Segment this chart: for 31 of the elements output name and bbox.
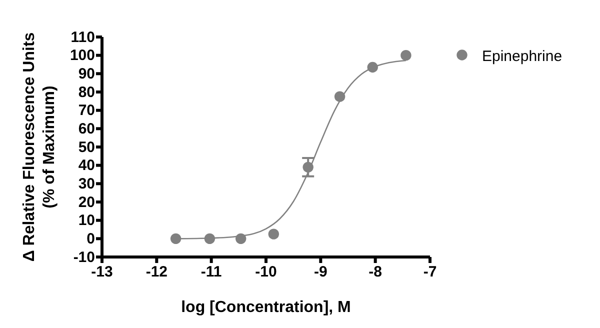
legend-label: Epinephrine xyxy=(482,48,562,65)
point xyxy=(400,50,412,61)
point xyxy=(268,228,280,240)
x-tick-label: -8 xyxy=(368,264,382,281)
y-tick-label: 110 xyxy=(70,28,95,46)
y-tick-label: 50 xyxy=(78,138,95,156)
y-tick-label: 10 xyxy=(78,212,95,230)
x-tick-label: -12 xyxy=(146,264,168,281)
y-tick-label: 30 xyxy=(78,175,95,192)
x-tick-label: -13 xyxy=(91,264,113,281)
y-tick-label: 0 xyxy=(86,230,95,248)
point xyxy=(204,233,216,244)
y-tick-label: 60 xyxy=(78,120,95,138)
point xyxy=(170,233,182,244)
y-tick-label: -10 xyxy=(73,248,95,266)
x-tick-label: -11 xyxy=(200,264,222,281)
y-tick-label: 20 xyxy=(78,194,95,211)
y-axis-title: Δ Relative Fluorescence Units (% of Maximum) xyxy=(21,32,58,262)
point xyxy=(236,233,246,244)
x-axis-title: log [Concentration], M xyxy=(181,299,351,316)
point xyxy=(302,162,314,173)
point xyxy=(334,91,346,102)
y-tick-label: 40 xyxy=(78,157,95,174)
x-tick-label: -9 xyxy=(314,264,328,281)
y-tick-label: 70 xyxy=(78,102,95,120)
x-tick-label: -10 xyxy=(255,264,277,281)
x-tick-label: -7 xyxy=(423,264,437,281)
y-tick-label: 80 xyxy=(78,84,95,101)
point xyxy=(367,62,378,73)
y-tick-label: 90 xyxy=(78,65,95,82)
y-tick-label: 100 xyxy=(70,47,95,64)
